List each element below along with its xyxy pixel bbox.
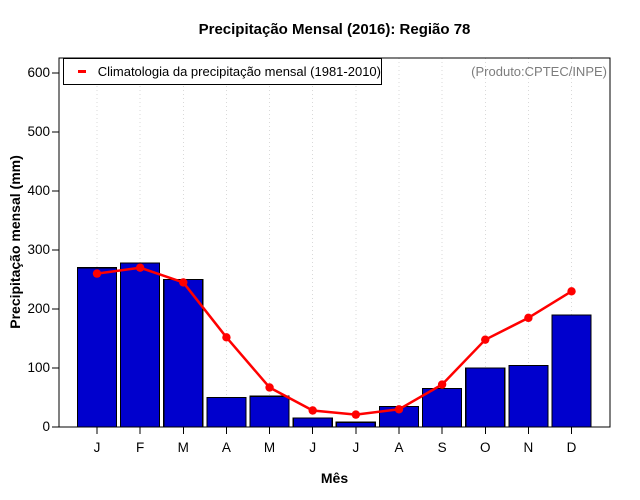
legend-line-swatch (78, 70, 86, 73)
x-tick-label-3: M (177, 440, 189, 455)
bar-M5 (249, 395, 290, 428)
x-tick-label-4: A (221, 440, 231, 455)
climatology-point-3 (179, 278, 188, 287)
x-tick-label-10: O (479, 440, 491, 455)
bar-A4 (206, 396, 247, 428)
climatology-point-10 (481, 335, 490, 344)
climatology-point-6 (308, 406, 317, 415)
bar-J7 (335, 421, 376, 428)
y-tick-label: 300 (27, 242, 50, 257)
climatology-point-2 (135, 263, 145, 272)
x-tick-label-12: D (566, 440, 577, 455)
legend: Climatologia da precipitação mensal (198… (63, 58, 382, 85)
x-tick-label-6: J (309, 440, 317, 455)
y-tick-label: 400 (27, 183, 50, 198)
x-tick-label-11: N (523, 440, 534, 455)
y-tick-label: 200 (27, 301, 50, 316)
climatology-point-9 (437, 380, 447, 389)
climatology-point-7 (351, 410, 361, 419)
climatology-point-11 (524, 313, 533, 323)
y-tick-label: 0 (42, 419, 50, 434)
x-tick-label-8: A (394, 440, 404, 455)
x-tick-label-7: J (352, 440, 360, 455)
producer-annotation: (Produto:CPTEC/INPE) (471, 64, 607, 79)
x-tick-label-9: S (437, 440, 447, 455)
chart-title: Precipitação Mensal (2016): Região 78 (198, 21, 471, 38)
bar-N11 (508, 365, 549, 428)
x-tick-label-5: M (263, 440, 276, 455)
climatology-point-5 (265, 383, 274, 392)
bar-J6 (292, 417, 333, 428)
x-axis-title: Mês (320, 470, 349, 486)
climatology-line (96, 266, 573, 416)
climatology-point-1 (92, 269, 102, 278)
legend-label: Climatologia da precipitação mensal (198… (97, 64, 381, 79)
x-tick-label-1: J (93, 440, 101, 455)
bar-J1 (76, 267, 118, 428)
climatology-point-8 (394, 405, 404, 414)
climatology-point-12 (567, 287, 576, 296)
bar-S9 (422, 388, 463, 428)
y-tick-label: 500 (27, 124, 50, 139)
bar-F2 (120, 262, 161, 428)
bar-D12 (551, 314, 592, 428)
y-tick-label: 100 (27, 360, 50, 375)
x-tick-label-2: F (136, 440, 145, 455)
y-tick-label: 600 (27, 65, 50, 80)
climatology-point-4 (222, 333, 231, 342)
bar-O10 (465, 367, 506, 428)
